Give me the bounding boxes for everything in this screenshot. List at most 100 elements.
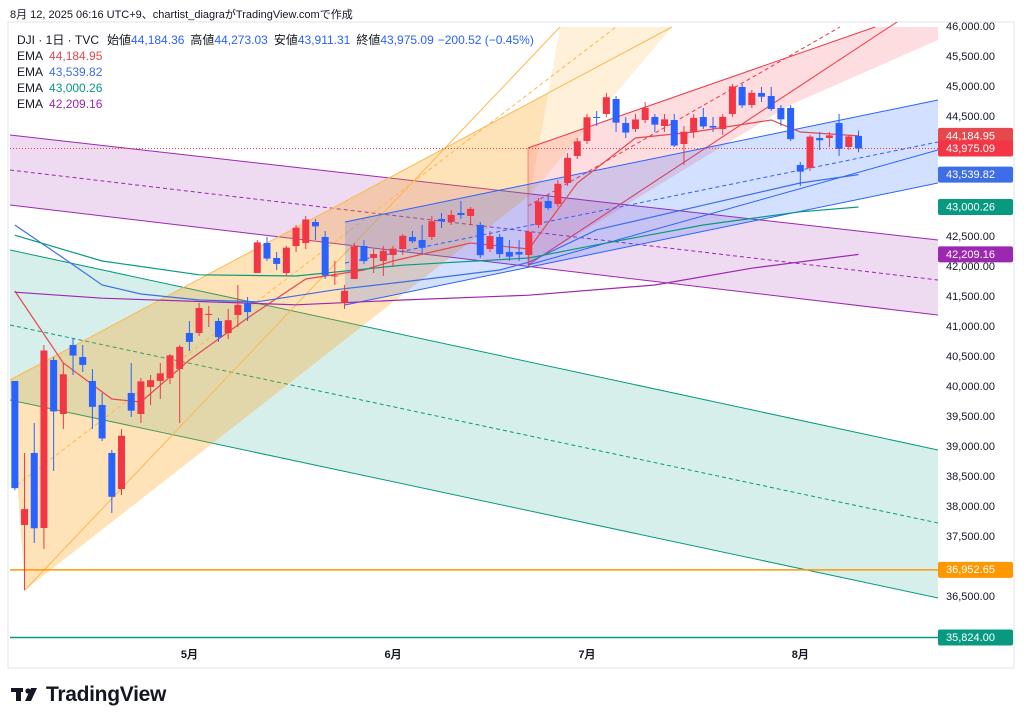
y-tick-label: 39,500.00 xyxy=(946,411,995,423)
candle-body xyxy=(748,92,756,105)
candle-body xyxy=(476,224,484,256)
drawings xyxy=(10,22,938,599)
candle-body xyxy=(651,116,659,125)
candle-body xyxy=(661,119,669,126)
legend-name: EMA xyxy=(17,49,44,63)
legend-row: DJI · 1日 · TVC 始値44,184.36 高値44,273.03 安値 43… xyxy=(17,32,538,48)
ohlc-name: 安値 xyxy=(273,33,298,47)
candle-body xyxy=(787,107,795,140)
candle-body xyxy=(176,346,184,369)
channel-line xyxy=(527,149,938,266)
candle-body xyxy=(185,332,193,342)
ema-line xyxy=(14,206,859,277)
x-tick-label: 7月 xyxy=(578,648,595,661)
x-tick-label: 6月 xyxy=(384,648,401,661)
y-tick-label: 36,500.00 xyxy=(946,591,995,603)
candle-body xyxy=(564,157,572,183)
candle-body xyxy=(835,122,843,149)
level-tag-bg xyxy=(938,629,1013,646)
candle-body xyxy=(292,227,300,246)
ohlc-value: 44,273.03 xyxy=(214,33,268,47)
ohlc-name: 高値 xyxy=(190,33,215,47)
y-tick-label: 46,000.00 xyxy=(946,21,995,33)
candle-body xyxy=(622,122,630,133)
candle-body xyxy=(534,201,542,225)
ohlc-value: 44,184.36 xyxy=(131,33,185,47)
chart-frame xyxy=(7,21,1015,669)
channel-midline xyxy=(527,26,841,207)
candle-body xyxy=(854,135,862,149)
y-tick-label: 41,000.00 xyxy=(946,321,995,333)
y-tick-label: 44,500.00 xyxy=(946,111,995,123)
candle-body xyxy=(796,164,804,172)
y-tick-label: 40,000.00 xyxy=(946,381,995,393)
candle-body xyxy=(253,242,261,273)
axes: 36,500.0037,000.0037,500.0038,000.0038,5… xyxy=(181,21,1013,661)
candle-body xyxy=(302,219,310,243)
candle-body xyxy=(806,136,814,168)
candle-body xyxy=(156,373,164,381)
candle-body xyxy=(214,320,222,338)
candle-body xyxy=(641,107,649,120)
candle-body xyxy=(738,86,746,106)
ema-tag-bg xyxy=(938,127,1013,144)
logo-icon xyxy=(11,688,37,701)
candle-body xyxy=(457,212,465,216)
candle-body xyxy=(234,304,242,315)
candle-body xyxy=(273,257,281,264)
candle-body xyxy=(370,254,378,258)
candle-body xyxy=(30,452,38,529)
candle-body xyxy=(515,251,523,255)
candle-body xyxy=(341,290,349,303)
channel-line xyxy=(10,249,938,451)
symbol: DJI · 1日 · TVC xyxy=(17,33,100,47)
candle-body xyxy=(496,236,504,255)
legend-value: 42,209.16 xyxy=(49,97,103,111)
legend-row: EMA 43,000.26 xyxy=(17,80,538,96)
candle-body xyxy=(845,136,853,147)
x-tick-label: 5月 xyxy=(181,648,198,661)
channel-fill xyxy=(10,135,938,315)
ohlc-name: 始値 xyxy=(107,33,132,47)
candle-body xyxy=(699,116,707,127)
ema-tag: 42,209.16 xyxy=(946,249,995,261)
legend-name: EMA xyxy=(17,97,44,111)
ohlc-value: 43,975.09 xyxy=(380,33,434,47)
channel-midline xyxy=(344,141,938,264)
y-tick-label: 45,500.00 xyxy=(946,51,995,63)
created-note: 8月 12, 2025 06:16 UTC+9、chartist_diagraが… xyxy=(10,9,353,21)
candle-body xyxy=(244,302,252,313)
level-tag: 36,952.65 xyxy=(946,564,995,576)
y-tick-label: 41,500.00 xyxy=(946,291,995,303)
candle-body xyxy=(108,452,116,497)
candle-body xyxy=(195,307,203,333)
channel-line xyxy=(10,204,938,316)
candle-body xyxy=(583,117,591,141)
candle-body xyxy=(88,380,96,407)
channel-fill xyxy=(10,27,672,590)
y-tick-label: 42,000.00 xyxy=(946,261,995,273)
legend: DJI · 1日 · TVC 始値44,184.36 高値44,273.03 安値 43… xyxy=(17,32,538,112)
candle-body xyxy=(360,245,368,262)
candle-body xyxy=(525,232,533,255)
candle-body xyxy=(59,374,67,414)
candle-body xyxy=(777,107,785,120)
change: −200.52 (−0.45%) xyxy=(437,33,534,47)
channel-line xyxy=(10,399,938,599)
candle-body xyxy=(505,251,513,257)
candle-body xyxy=(719,116,727,129)
ema-line xyxy=(14,253,859,306)
candle-body xyxy=(758,92,766,97)
ohlc-name: 終値 xyxy=(356,33,381,47)
ema-tag: 43,539.82 xyxy=(946,169,995,181)
channel-fill xyxy=(528,27,938,265)
ema-line xyxy=(14,174,859,303)
legend-value: 43,000.26 xyxy=(49,81,103,95)
ema-tag-bg xyxy=(938,246,1013,263)
legend-row: EMA 42,209.16 xyxy=(17,96,538,112)
candle-body xyxy=(137,381,145,414)
candle-body xyxy=(389,248,397,255)
candle-body xyxy=(224,320,232,333)
legend-value: 44,184.95 xyxy=(49,49,103,63)
candle-body xyxy=(709,125,717,128)
